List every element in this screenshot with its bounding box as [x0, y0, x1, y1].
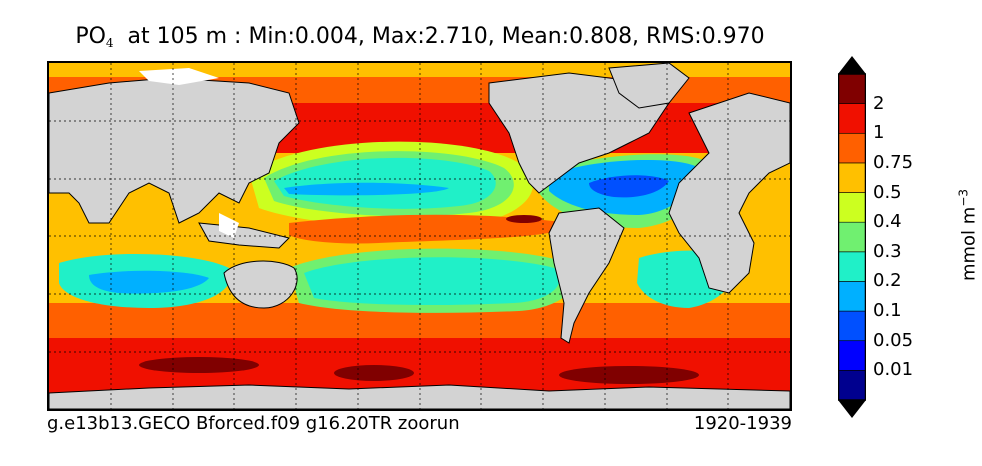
- npac-core: [284, 182, 449, 196]
- colorbar-tick-label: 0.1: [873, 300, 902, 322]
- unit-exponent: −3: [956, 188, 971, 207]
- indian-core: [89, 270, 209, 294]
- south-america-land: [548, 207, 625, 344]
- colorbar-outline: [838, 73, 866, 401]
- unit-text: mmol m: [958, 206, 980, 282]
- colorbar-swatch: [838, 340, 866, 371]
- sea-ice: [139, 68, 219, 85]
- title-subscript: 4: [105, 36, 114, 50]
- colorbar-swatch: [838, 162, 866, 193]
- so-patch-1: [139, 357, 259, 373]
- australia-land: [223, 260, 298, 309]
- map-title: PO4 at 105 m : Min:0.004, Max:2.710, Mea…: [0, 24, 840, 50]
- colorbar-swatch: [838, 310, 866, 342]
- graticule: [49, 63, 790, 409]
- colorbar-tick-label: 0.4: [873, 211, 902, 233]
- colorbar-unit: mmol m−3: [957, 189, 980, 281]
- missing-data: [219, 213, 239, 238]
- colorbar-swatch: [838, 221, 866, 253]
- map-canvas: [49, 63, 790, 409]
- colorbar-tick-label: 0.5: [873, 181, 902, 203]
- eq-patch: [506, 215, 542, 223]
- colorbar-tick-label: 2: [873, 92, 885, 114]
- colorbar-extend-max: [838, 56, 866, 74]
- africa-europe-land: [668, 92, 790, 294]
- colorbar-tick-label: 0.05: [873, 329, 914, 351]
- colorbar-extend-min: [838, 400, 866, 418]
- so-patch-2: [334, 365, 414, 381]
- colorbar-tick-label: 0.2: [873, 270, 902, 292]
- colorbar-swatch: [838, 73, 866, 104]
- colorbar: [838, 56, 866, 418]
- greenland-land: [608, 63, 690, 109]
- colorbar-swatch: [838, 370, 866, 401]
- colorbar-tick-label: 0.3: [873, 240, 902, 262]
- natl-core: [589, 175, 669, 198]
- land: [49, 63, 790, 409]
- map-panel: [47, 61, 792, 411]
- colorbar-swatch: [838, 192, 866, 223]
- colorbar-swatch: [838, 281, 866, 312]
- antarctica-land: [49, 384, 790, 409]
- period-label: 1920-1939: [693, 413, 792, 434]
- colorbar-swatch: [838, 103, 866, 134]
- eurasia-land: [49, 77, 300, 224]
- colorbar-tick-label: 0.01: [873, 359, 914, 381]
- so-patch-3: [559, 366, 699, 384]
- experiment-label: g.e13b13.GECO Bforced.f09 g16.20TR zooru…: [47, 413, 460, 434]
- colorbar-swatch: [838, 132, 866, 164]
- colorbar-tick-label: 0.75: [873, 151, 914, 173]
- spac-inner: [304, 257, 560, 306]
- colorbar-swatch: [838, 251, 866, 282]
- colorbar-tick-label: 1: [873, 122, 885, 144]
- title-stats: at 105 m : Min:0.004, Max:2.710, Mean:0.…: [113, 24, 765, 49]
- title-prefix: PO: [75, 24, 106, 49]
